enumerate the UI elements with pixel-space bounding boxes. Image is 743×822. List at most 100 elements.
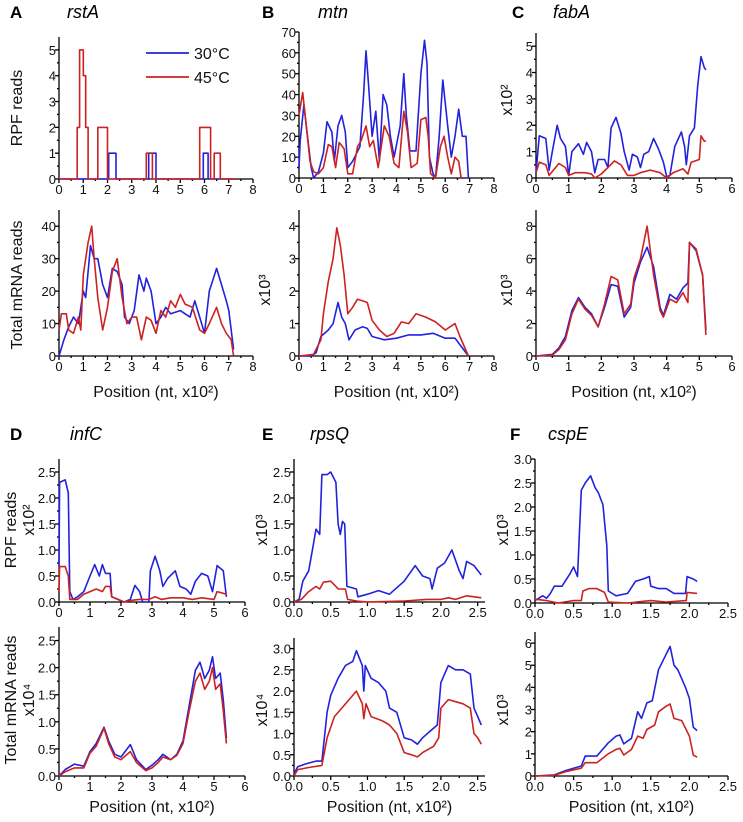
y-tick-label: 1.5 (273, 705, 291, 720)
y-tick-label: 2.0 (273, 491, 291, 506)
x-tick-label: 2 (344, 181, 351, 196)
x-axis-label: Position (nt, x10²) (571, 384, 696, 401)
y-tick-label: 1.5 (273, 517, 291, 532)
x-tick-label: 6 (728, 359, 735, 374)
y-tick-label: 20 (42, 284, 56, 299)
panel-letter: D (10, 425, 22, 444)
x-tick-label: 2.0 (680, 606, 698, 621)
series-line-45c (298, 91, 462, 179)
series-line-45c (58, 666, 228, 777)
y-tick-label: 3 (49, 95, 56, 110)
series-line-45c (534, 587, 698, 604)
series-line-30c (58, 655, 228, 777)
y-tick-label: 60 (282, 46, 296, 61)
x-tick-label: 0.5 (322, 779, 340, 794)
x-tick-label: 3 (630, 359, 637, 374)
y-tick-label: 1 (525, 747, 532, 762)
series-line-45c (59, 49, 236, 180)
y-tick-label: 0.0 (38, 595, 56, 610)
x-tick-label: 6 (728, 181, 735, 196)
series-line-30c (298, 39, 470, 179)
x-tick-label: 0.5 (565, 606, 583, 621)
x-tick-label: 1.5 (395, 779, 413, 794)
x-axis-label: Position (nt, x10²) (89, 799, 214, 816)
x-tick-label: 3 (369, 181, 376, 196)
plot-A-rpf (55, 37, 254, 183)
y-tick-label: 10 (42, 317, 56, 332)
x-tick-label: 2.5 (719, 779, 737, 794)
x-axis-label: Position (nt, x10²) (569, 799, 694, 816)
series-line-45c (534, 703, 698, 777)
panel-letter: F (510, 425, 520, 444)
y-tick-label: 3 (526, 92, 533, 107)
y-scale-label: x10³ (254, 514, 271, 546)
x-tick-label: 1 (565, 181, 572, 196)
y-tick-label: 0.0 (273, 769, 291, 784)
x-axis-label: Position (nt, x10²) (93, 384, 218, 401)
x-tick-label: 1 (80, 182, 87, 197)
x-tick-label: 5 (696, 359, 703, 374)
x-tick-label: 2 (598, 359, 605, 374)
x-tick-label: 2.5 (469, 605, 487, 620)
y-tick-label: 1.0 (514, 548, 532, 563)
y-tick-label: 1.0 (273, 727, 291, 742)
plot-F-mrna (531, 632, 729, 780)
panel-letter: A (10, 3, 22, 22)
y-scale-label: x10² (499, 84, 516, 116)
plot-D-rpf (55, 459, 246, 606)
x-tick-label: 7 (466, 181, 473, 196)
x-tick-label: 4 (152, 182, 159, 197)
series-line-45c (293, 580, 482, 603)
y-tick-label: 2 (289, 284, 296, 299)
x-tick-label: 2 (117, 779, 124, 794)
gene-name: rpsQ (310, 424, 349, 444)
y-axis-label: Total mRNA reads (9, 221, 26, 350)
y-tick-label: 5 (49, 43, 56, 58)
y-tick-label: 0 (526, 349, 533, 364)
y-tick-label: 3.0 (273, 642, 291, 657)
x-tick-label: 3 (630, 181, 637, 196)
x-tick-label: 6 (201, 182, 208, 197)
plot-E-rpf (290, 459, 485, 606)
x-tick-label: 0.0 (526, 606, 544, 621)
x-tick-label: 0.0 (526, 779, 544, 794)
x-tick-label: 8 (490, 181, 497, 196)
x-tick-label: 0 (55, 605, 62, 620)
x-tick-label: 3 (148, 605, 155, 620)
x-tick-label: 2.0 (432, 605, 450, 620)
y-tick-label: 1.5 (38, 688, 56, 703)
gene-name: rstA (67, 2, 99, 22)
y-scale-label: x10³ (257, 274, 274, 306)
series-line-45c (58, 225, 235, 357)
gene-name: infC (70, 424, 103, 444)
plot-B-rpf (295, 31, 495, 182)
x-tick-label: 1.0 (603, 779, 621, 794)
series-line-30c (58, 478, 228, 603)
y-tick-label: 20 (282, 129, 296, 144)
y-tick-label: 0.5 (273, 569, 291, 584)
y-tick-label: 4 (525, 680, 532, 695)
y-tick-label: 0 (525, 769, 532, 784)
panel-letter: C (512, 3, 524, 22)
x-tick-label: 2.5 (719, 606, 737, 621)
plot-A-mrna (55, 210, 254, 360)
y-tick-label: 3.0 (514, 452, 532, 467)
y-tick-label: 6 (525, 636, 532, 651)
y-tick-label: 1.0 (38, 543, 56, 558)
y-tick-label: 1.0 (38, 715, 56, 730)
x-tick-label: 7 (225, 359, 232, 374)
y-tick-label: 0.0 (273, 595, 291, 610)
y-tick-label: 1 (526, 145, 533, 160)
plot-F-rpf (531, 458, 729, 607)
x-tick-label: 1 (565, 359, 572, 374)
y-tick-label: 50 (282, 67, 296, 82)
x-tick-label: 1 (320, 181, 327, 196)
x-axis-label: Position (nt, x10²) (327, 799, 452, 816)
x-tick-label: 4 (179, 605, 186, 620)
x-tick-label: 0.0 (285, 779, 303, 794)
y-tick-label: 70 (282, 25, 296, 40)
y-tick-label: 2.0 (38, 661, 56, 676)
x-tick-label: 1.5 (395, 605, 413, 620)
y-axis-label: Total mRNA reads (3, 636, 20, 765)
y-tick-label: 3 (289, 252, 296, 267)
